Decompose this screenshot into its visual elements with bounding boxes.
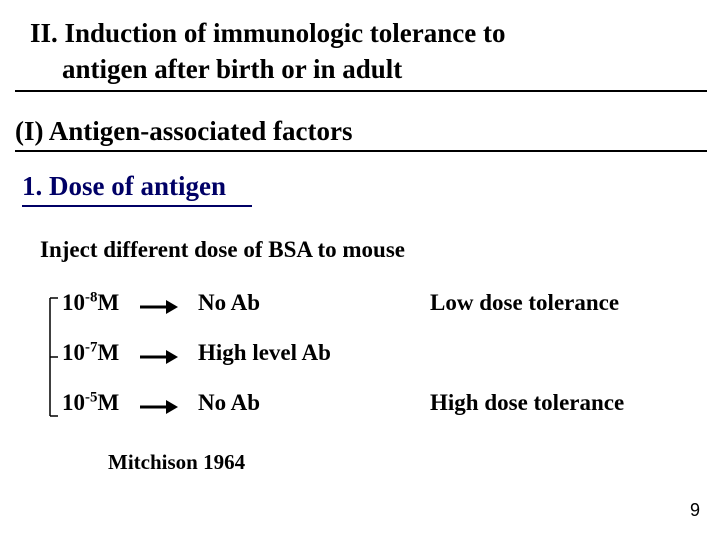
dose-value: 10-7M [62, 340, 119, 366]
slide: II. Induction of immunologic tolerance t… [0, 0, 720, 540]
dose-value: 10-5M [62, 390, 119, 416]
page-number: 9 [690, 500, 700, 521]
tolerance-text: Low dose tolerance [430, 290, 619, 316]
heading-line1: II. Induction of immunologic tolerance t… [30, 18, 506, 49]
heading-underline [15, 90, 707, 92]
dose-bracket [48, 296, 58, 418]
result-text: No Ab [198, 390, 260, 416]
arrow-icon [140, 350, 178, 364]
inject-line: Inject different dose of BSA to mouse [40, 237, 405, 263]
section-underline [22, 205, 252, 207]
section-dose: 1. Dose of antigen [22, 171, 226, 202]
heading-line2: antigen after birth or in adult [62, 54, 402, 85]
arrow-icon [140, 400, 178, 414]
dose-value: 10-8M [62, 290, 119, 316]
subhead-underline [15, 150, 707, 152]
result-text: No Ab [198, 290, 260, 316]
reference: Mitchison 1964 [108, 450, 245, 475]
arrow-icon [140, 300, 178, 314]
result-text: High level Ab [198, 340, 331, 366]
tolerance-text: High dose tolerance [430, 390, 624, 416]
subhead: (I) Antigen-associated factors [15, 116, 352, 147]
